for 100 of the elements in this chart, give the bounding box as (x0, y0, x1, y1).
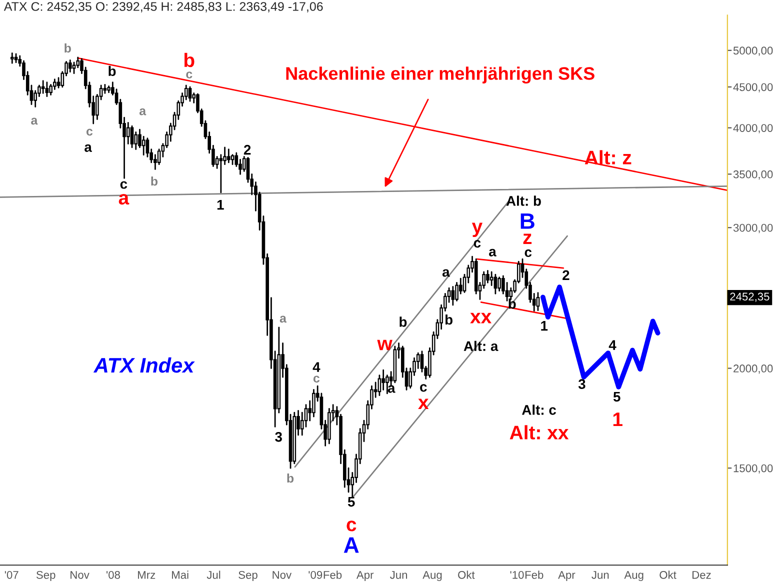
candlestick (134, 131, 138, 150)
candlestick (126, 122, 130, 144)
annotation: c (346, 520, 356, 532)
annotation: a (139, 108, 146, 116)
x-tick-label: '08 (106, 570, 120, 579)
x-tick-label: Jul (206, 570, 220, 579)
annotation: a (442, 269, 450, 277)
annotation: b (400, 316, 407, 327)
annotation: c (420, 384, 427, 392)
annotation: Alt: xx (510, 425, 569, 440)
y-tick-label: 2000,00 (734, 364, 773, 374)
candlestick (188, 86, 192, 102)
x-tick-label: Dez (692, 571, 711, 579)
candlestick (142, 136, 146, 156)
annotation: 3 (275, 432, 282, 442)
annotation: c (313, 376, 320, 383)
candlestick (486, 270, 490, 284)
candlestick (382, 369, 385, 390)
annotation: 3 (578, 379, 586, 390)
annotation: Alt: z (584, 150, 632, 164)
x-tick-label: Feb (324, 570, 342, 579)
y-tick-label: 3500,00 (733, 170, 773, 180)
annotation: a (84, 144, 92, 152)
annotation: a (388, 385, 396, 393)
annotation: b (446, 314, 452, 325)
y-tick-label: 4500,00 (733, 83, 773, 92)
y-tick-label: 4000,00 (733, 124, 773, 134)
candlestick (41, 80, 45, 94)
annotation: b (64, 43, 71, 53)
candlestick (56, 77, 60, 88)
x-tick-label: '10 (510, 570, 524, 579)
x-tick-label: Aug (422, 571, 442, 582)
x-tick-label: Sep (36, 570, 56, 582)
annotation: b (108, 66, 116, 76)
candlestick (227, 148, 230, 164)
annotation: c (186, 72, 192, 78)
annotation: A (344, 537, 359, 553)
annotation: b (184, 52, 194, 68)
annotation: 2 (562, 270, 570, 280)
candlestick (45, 82, 49, 98)
chart-subtitle: ATX C: 2452,35 O: 2392,45 H: 2485,83 L: 2363,49 -17,06 (4, 2, 323, 12)
x-tick-label: Jun (592, 571, 609, 579)
y-tick-label: 3000,00 (733, 224, 773, 234)
annotation: 1 (613, 412, 622, 426)
annotation: a (280, 316, 287, 323)
candlestick (494, 274, 498, 294)
candlestick (451, 286, 455, 306)
annotation: B (520, 213, 534, 229)
x-tick-label: Mai (172, 570, 188, 579)
candlestick (130, 125, 134, 148)
annotation: a (118, 194, 130, 205)
text: ATX Index (93, 357, 195, 373)
annotation: 4 (312, 362, 320, 372)
annotation: Alt: c (522, 404, 556, 415)
annotation: b (151, 176, 158, 186)
candlestick (68, 60, 72, 73)
annotation: Alt: b (506, 196, 541, 206)
x-tick-label: Jun (390, 571, 408, 579)
annotation: b (287, 473, 294, 483)
annotation: 1 (217, 200, 224, 210)
annotation: xx (470, 312, 492, 324)
annotation: Alt: a (464, 340, 498, 352)
x-tick-label: Aug (624, 571, 644, 582)
annotation: c (474, 240, 481, 248)
candlestick (490, 271, 494, 286)
annotation: 4 (608, 340, 616, 350)
annotation: a (31, 118, 38, 125)
annotation: w (377, 340, 392, 350)
x-tick-label: Apr (558, 571, 576, 582)
y-tick-label: 1500,00 (734, 464, 773, 474)
annotation: 2 (244, 144, 251, 155)
annotation: b (508, 298, 516, 309)
x-tick-label: Nov (272, 571, 292, 579)
x-tick-label: Okt (660, 570, 676, 579)
annotation: z (523, 234, 532, 244)
y-tick-label: 5000,00 (733, 46, 773, 56)
x-tick-label: '09 (308, 570, 322, 579)
annotation: c (524, 249, 532, 258)
x-tick-label: Apr (356, 571, 374, 582)
candlestick (10, 52, 14, 64)
annotation: c (86, 128, 93, 136)
annotation: 5 (613, 392, 620, 402)
x-tick-label: Feb (525, 570, 544, 579)
x-tick-label: Sep (238, 570, 258, 582)
x-tick-label: Mrz (138, 571, 156, 579)
candlestick (219, 154, 223, 194)
annotation: y (472, 222, 482, 238)
annotation: 1 (541, 321, 548, 331)
annotation: a (489, 248, 496, 256)
candlestick (498, 276, 501, 292)
annotation: c (120, 181, 128, 189)
x-tick-label: Nov (70, 571, 90, 579)
candlestick (536, 292, 540, 312)
line-series (540, 284, 660, 390)
annotation: x (418, 398, 429, 410)
text: 2452,35 (730, 292, 770, 302)
annotation: Nackenlinie einer mehrjährigen SKS (286, 66, 594, 84)
x-tick-label: Okt (458, 570, 475, 579)
candlestick (455, 282, 458, 302)
x-tick-label: '07 (4, 570, 18, 579)
